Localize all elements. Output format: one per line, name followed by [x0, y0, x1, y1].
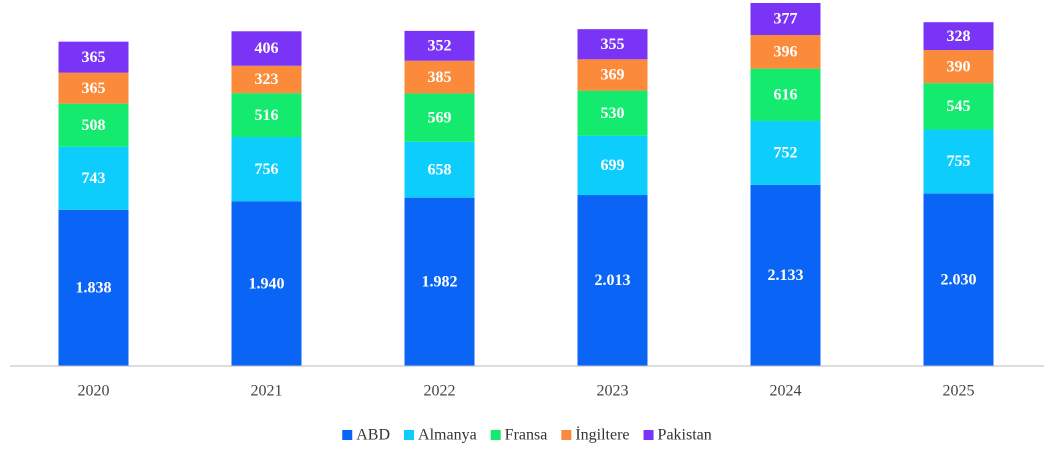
- bar-segment: [750, 120, 821, 185]
- bar-segment: [231, 93, 302, 138]
- data-label: 743: [82, 170, 106, 187]
- data-label: 385: [428, 69, 452, 86]
- bar-segment: [923, 193, 994, 366]
- data-label: 355: [601, 36, 625, 53]
- data-label: 365: [82, 49, 106, 66]
- bar-segment: [58, 146, 129, 210]
- x-tick-label: 2025: [943, 383, 975, 400]
- data-label: 352: [428, 37, 452, 54]
- bar-segment: [231, 201, 302, 366]
- data-label: 1.838: [76, 280, 112, 297]
- data-label: 545: [947, 98, 971, 115]
- bar-segment: [577, 90, 648, 136]
- data-label: 569: [428, 109, 452, 126]
- x-tick-label: 2023: [597, 383, 629, 400]
- bar-segment: [404, 141, 475, 198]
- legend-swatch: [404, 430, 415, 440]
- bar-segment: [923, 22, 994, 51]
- x-tick-label: 2020: [78, 383, 110, 400]
- data-label: 699: [601, 157, 625, 174]
- bar-segment: [231, 31, 302, 66]
- data-label: 1.940: [249, 275, 285, 292]
- bar-segment: [58, 41, 129, 73]
- bar-segment: [750, 3, 821, 36]
- data-label: 530: [601, 105, 625, 122]
- bar-segment: [923, 50, 994, 84]
- data-label: 658: [428, 161, 452, 178]
- data-label: 328: [947, 28, 971, 45]
- data-label: 616: [774, 86, 798, 103]
- bar-segment: [58, 209, 129, 366]
- legend-label: Almanya: [418, 427, 477, 444]
- bar-segment: [404, 60, 475, 94]
- legend-swatch: [561, 430, 572, 440]
- bar-segment: [231, 137, 302, 202]
- data-label: 2.013: [595, 272, 631, 289]
- bar-segment: [404, 30, 475, 61]
- bar-segment: [577, 29, 648, 60]
- legend-label: Pakistan: [658, 427, 712, 444]
- bar-segment: [404, 93, 475, 142]
- legend-label: İngiltere: [575, 426, 629, 444]
- bar-segment: [58, 72, 129, 104]
- bar-segment: [577, 135, 648, 196]
- x-tick-label: 2021: [251, 383, 283, 400]
- data-label: 377: [774, 11, 798, 28]
- legend-swatch: [490, 430, 501, 440]
- bar-segment: [577, 195, 648, 366]
- data-label: 516: [255, 107, 279, 124]
- bar-segment: [923, 129, 994, 194]
- legend-swatch: [342, 430, 353, 440]
- bar-segment: [577, 59, 648, 91]
- data-label: 365: [82, 80, 106, 97]
- bar-segment: [58, 103, 129, 147]
- x-tick-label: 2022: [424, 383, 456, 400]
- bar-segment: [750, 35, 821, 69]
- data-label: 2.030: [941, 271, 977, 288]
- data-label: 755: [947, 153, 971, 170]
- bar-segment: [231, 65, 302, 94]
- legend-swatch: [643, 430, 654, 440]
- bar-segment: [923, 83, 994, 130]
- data-label: 369: [601, 67, 625, 84]
- legend: ABD Almanya Fransa İngiltere Pakistan: [342, 426, 712, 444]
- x-tick-label: 2024: [770, 383, 802, 400]
- data-label: 390: [947, 58, 971, 75]
- data-label: 752: [774, 145, 798, 162]
- data-label: 406: [255, 40, 279, 57]
- data-label: 2.133: [768, 267, 804, 284]
- bar-segment: [750, 68, 821, 121]
- bar-segment: [404, 197, 475, 366]
- data-label: 1.982: [422, 274, 458, 291]
- legend-label: Fransa: [505, 427, 548, 444]
- data-label: 323: [255, 71, 279, 88]
- data-label: 508: [82, 117, 106, 134]
- legend-label: ABD: [356, 427, 390, 444]
- data-label: 756: [255, 161, 279, 178]
- data-label: 396: [774, 44, 798, 61]
- bar-segment: [750, 184, 821, 366]
